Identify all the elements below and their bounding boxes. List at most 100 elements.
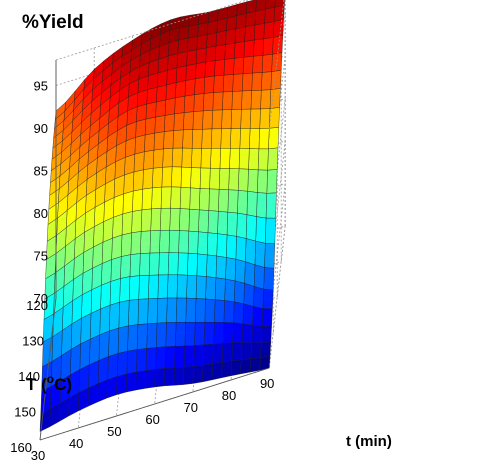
surface-patch xyxy=(261,71,272,91)
surface-patch xyxy=(261,326,272,344)
surface-patch xyxy=(239,128,251,149)
surface-patch xyxy=(171,166,182,188)
surface-patch xyxy=(140,230,151,254)
surface-patch xyxy=(183,366,194,385)
surface-patch xyxy=(212,343,224,365)
surface-patch xyxy=(200,148,212,169)
surface-patch xyxy=(194,298,206,323)
surface-patch xyxy=(205,276,217,300)
surface-patch xyxy=(250,342,262,359)
surface-patch xyxy=(159,207,171,231)
x-tick-label: 70 xyxy=(184,400,198,415)
surface-patch xyxy=(156,70,168,88)
surface-patch xyxy=(146,87,158,105)
surface-patch xyxy=(152,167,163,189)
surface-patch xyxy=(218,168,230,191)
surface-patch xyxy=(138,275,150,300)
surface-patch xyxy=(106,376,118,399)
surface-patch xyxy=(254,9,266,26)
surface-patch xyxy=(167,274,178,299)
surface-patch xyxy=(196,253,208,277)
y-tick-label: 120 xyxy=(26,298,48,313)
z-tick-label: 70 xyxy=(34,291,48,306)
surface-patch xyxy=(253,264,265,290)
surface-patch xyxy=(259,108,271,129)
top-back-edge xyxy=(55,0,249,61)
z-tick-label: 75 xyxy=(34,249,48,264)
surface-patch xyxy=(214,299,225,323)
x-tick-label: 30 xyxy=(31,448,45,463)
surface-patch xyxy=(201,128,213,149)
z-tick-label: 80 xyxy=(34,206,48,221)
surface-patch xyxy=(130,231,142,255)
surface-patch xyxy=(175,322,186,347)
surface-patch xyxy=(197,22,209,37)
x-tick-label: 60 xyxy=(145,412,159,427)
surface-patch xyxy=(125,371,137,393)
surface-patch xyxy=(187,24,199,39)
surface-mesh xyxy=(39,0,285,432)
surface-patch xyxy=(185,63,197,81)
surface-patch xyxy=(136,103,147,122)
surface-patch xyxy=(202,92,214,112)
surface-patch xyxy=(211,109,223,130)
surface-patch xyxy=(187,252,198,277)
surface-patch xyxy=(131,209,143,234)
surface-patch xyxy=(273,4,285,22)
surface-patch xyxy=(256,192,268,219)
surface-patch xyxy=(242,303,254,326)
y-tick-label: 130 xyxy=(22,334,44,349)
surface-patch xyxy=(254,240,266,268)
surface-patch xyxy=(267,147,279,171)
surface-patch xyxy=(133,151,145,173)
surface-patch xyxy=(241,342,252,360)
surface-patch xyxy=(191,129,203,149)
y-axis-label-sup: o xyxy=(47,372,54,386)
surface-patch xyxy=(194,322,206,346)
surface-patch xyxy=(229,148,241,170)
surface-patch xyxy=(255,216,267,244)
surface-patch xyxy=(226,15,237,31)
surface-patch xyxy=(193,344,205,367)
surface-patch xyxy=(265,192,277,219)
y-axis-label-pre: T ( xyxy=(26,375,47,394)
surface-patch xyxy=(240,108,252,129)
y-tick-label: 160 xyxy=(10,440,32,455)
surface-patch xyxy=(190,167,202,189)
z-tick-label: 90 xyxy=(34,121,48,136)
surface-patch xyxy=(164,97,176,116)
x-tick-label: 40 xyxy=(69,436,83,451)
surface-patch xyxy=(221,360,233,379)
surface-patch xyxy=(262,288,274,310)
surface-patch xyxy=(243,39,255,58)
surface-patch xyxy=(196,34,208,50)
surface-patch xyxy=(175,65,187,83)
surface-patch xyxy=(230,128,241,149)
surface-patch xyxy=(252,55,264,74)
surface-patch xyxy=(189,187,201,211)
surface-patch xyxy=(237,168,249,192)
surface-patch xyxy=(143,149,155,171)
surface-patch xyxy=(207,210,219,234)
surface-patch xyxy=(251,72,263,91)
surface-patch xyxy=(198,209,210,233)
y-axis-label-post: C) xyxy=(54,375,72,394)
surface-patch xyxy=(234,41,245,59)
surface-patch xyxy=(223,58,235,76)
surface-patch xyxy=(178,25,190,41)
surface-patch xyxy=(163,113,175,132)
surface-patch xyxy=(144,132,155,153)
surface-patch xyxy=(258,128,270,150)
surface-patch xyxy=(121,211,133,236)
surface-patch xyxy=(144,116,156,136)
surface-patch xyxy=(216,233,228,258)
surface-patch xyxy=(166,297,178,323)
surface-patch xyxy=(110,256,122,282)
surface-patch xyxy=(166,67,178,86)
surface-patch xyxy=(241,323,253,344)
surface-patch xyxy=(243,282,255,307)
surface-patch xyxy=(245,11,256,28)
surface-patch xyxy=(89,308,101,340)
surface-patch xyxy=(132,169,144,192)
surface-patch xyxy=(205,45,217,63)
